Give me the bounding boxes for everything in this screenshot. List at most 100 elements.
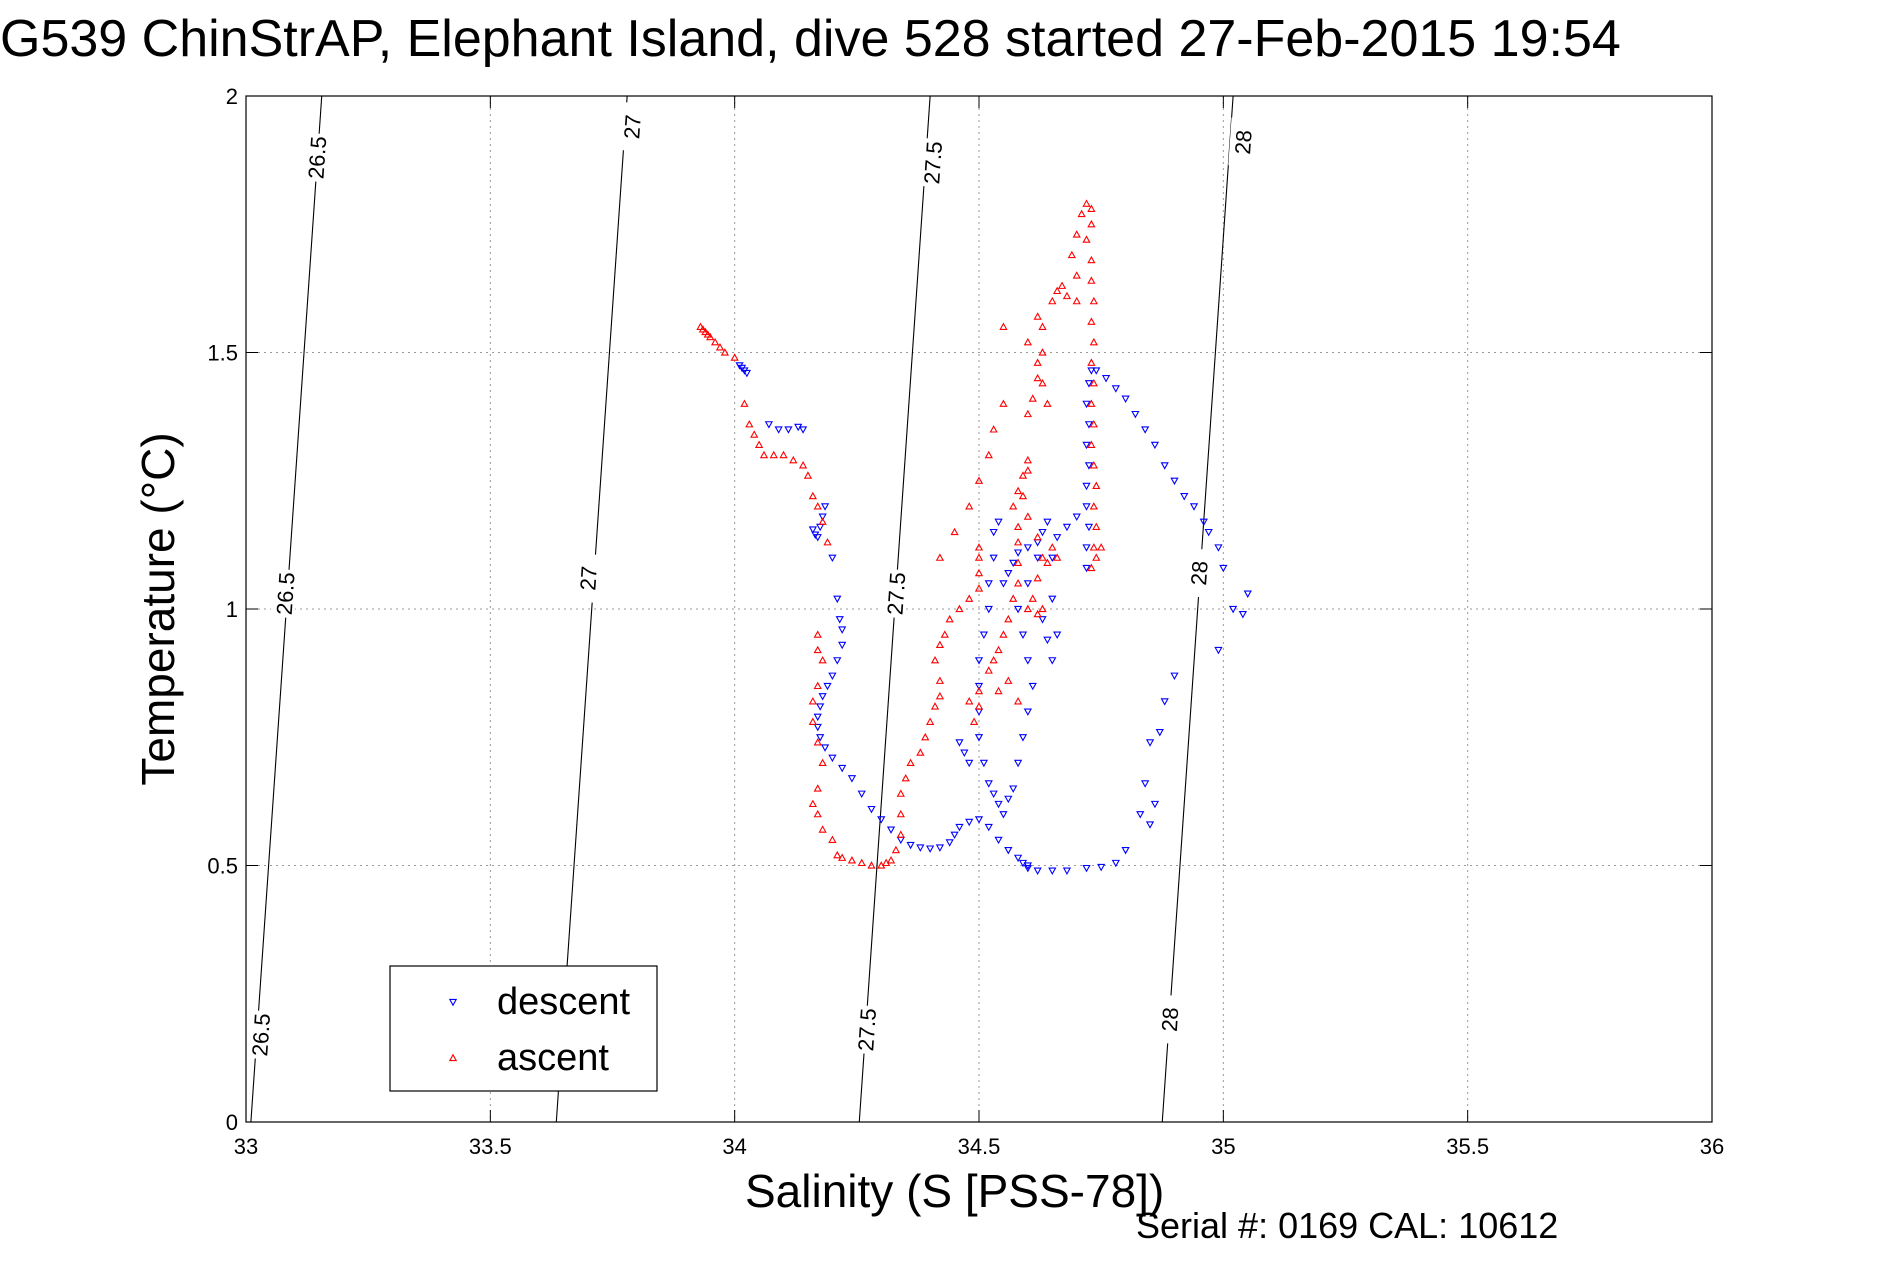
ascent-point [930,655,940,664]
descent-point [1038,616,1047,624]
grid-lines [246,96,1712,1122]
ascent-point [974,553,984,561]
descent-point [965,759,974,768]
descent-point [813,723,822,732]
descent-point [1062,523,1072,532]
ascent-point [945,614,954,623]
contour-label-bg [617,101,645,152]
ascent-point [818,758,827,767]
descent-point [857,790,866,799]
ascent-point [974,543,984,551]
ascent-point [1018,491,1028,500]
density-contours: 26.5 26.5 26.5 27 27 27.5 27.5 27.5 28 28 28 [246,95,1257,1123]
ascent-point [823,537,832,546]
descent-point [1141,780,1150,788]
descent-point [1018,631,1028,639]
descent-point [989,554,998,563]
ascent-series [696,199,1106,869]
descent-point [1048,554,1057,563]
ascent-point [896,830,905,838]
x-tick-label: 33.5 [469,1134,512,1159]
descent-point [1043,636,1052,645]
ascent-point [703,330,712,338]
ascent-point [1077,209,1086,218]
descent-point [989,790,998,799]
serial-cal-label: Serial #: 0169 CAL: 10612 [1136,1205,1558,1246]
descent-point [1018,734,1028,742]
ascent-point [955,604,964,613]
ascent-point [1013,522,1023,531]
ascent-point [965,594,974,602]
x-tick-label: 36 [1700,1134,1724,1159]
ascent-point [1033,312,1042,320]
descent-point [974,657,984,665]
ascent-point [720,348,730,356]
legend: descent ascent [389,965,658,1092]
ascent-point [808,799,817,808]
descent-point [1082,400,1091,409]
ascent-point [974,584,984,592]
ascent-point [969,717,979,725]
ascent-point [1053,286,1062,295]
ascent-point [847,856,857,864]
descent-point [1053,631,1062,639]
descent-point [1155,729,1164,737]
descent-point [1053,534,1062,542]
ascent-point [833,850,842,859]
descent-point [916,844,925,852]
contour-label-bg [302,132,330,183]
ascent-point [891,845,901,854]
ascent-point [701,327,710,336]
x-tick-label: 33 [234,1134,258,1159]
ascent-point [710,337,720,346]
ascent-point [1009,502,1018,510]
ascent-point [1018,471,1028,479]
ascent-point [940,630,949,638]
x-tick-label: 35 [1211,1134,1235,1159]
ascent-point [1087,399,1096,407]
ascent-point [1089,337,1098,346]
descent-point [1013,759,1023,768]
ascent-point [1089,543,1098,551]
ascent-point [1028,394,1037,402]
ascent-point [698,325,708,333]
legend-marker-ascent [448,1053,458,1062]
y-axis-label: Temperature (°C) [132,432,184,785]
ascent-point [1023,512,1033,520]
descent-point [818,693,827,701]
ascent-point [1092,522,1101,531]
descent-point [1214,646,1223,655]
ascent-point [1048,543,1057,551]
descent-point [1092,367,1101,375]
descent-point [1145,821,1155,829]
ascent-point [1033,532,1042,541]
descent-point [828,672,837,681]
descent-point [1062,867,1072,875]
descent-point [1038,528,1047,537]
descent-point [1084,421,1094,429]
descent-point [1160,462,1169,470]
ascent-point [696,322,705,330]
descent-point [984,780,993,788]
ascent-point [1048,296,1057,305]
descent-point [1082,564,1091,573]
axis-ticks [245,95,1713,1123]
descent-point [816,703,825,711]
ascent-point [1038,378,1047,387]
ascent-point [813,784,822,792]
descent-point [877,816,886,824]
y-tick-label: 0 [226,1110,238,1135]
descent-point [1199,518,1208,527]
ascent-point [916,748,925,756]
ascent-point [813,645,822,654]
ascent-point [1087,358,1096,366]
descent-point [1084,523,1094,532]
contour-label: 27.5 [882,571,910,615]
contour-label: 26.5 [272,571,300,615]
ascent-point [1097,543,1106,551]
ascent-point [1087,440,1096,448]
descent-point [828,754,837,763]
descent-point [1072,513,1081,521]
ascent-point [740,399,749,407]
descent-point [774,426,783,434]
